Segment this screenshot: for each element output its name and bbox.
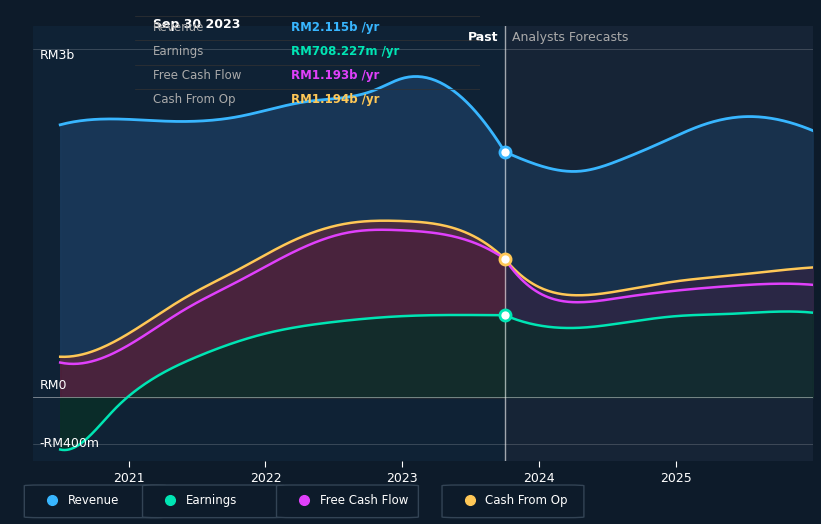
Text: -RM400m: -RM400m [39,437,99,450]
Text: Earnings: Earnings [186,494,237,507]
Text: Cash From Op: Cash From Op [153,93,235,106]
Text: Earnings: Earnings [153,45,204,58]
Text: RM708.227m /yr: RM708.227m /yr [291,45,399,58]
Bar [505,26,813,461]
Bar [33,26,505,461]
Text: RM3b: RM3b [39,49,75,62]
Text: Revenue: Revenue [67,494,119,507]
Text: Free Cash Flow: Free Cash Flow [320,494,408,507]
Text: RM1.193b /yr: RM1.193b /yr [291,69,379,82]
Text: RM0: RM0 [39,378,67,391]
Text: Past: Past [468,30,498,43]
FancyBboxPatch shape [277,485,419,518]
Text: RM1.194b /yr: RM1.194b /yr [291,93,379,106]
Text: Analysts Forecasts: Analysts Forecasts [511,30,628,43]
FancyBboxPatch shape [143,485,284,518]
FancyBboxPatch shape [442,485,584,518]
Text: Free Cash Flow: Free Cash Flow [153,69,241,82]
Text: Revenue: Revenue [153,21,204,34]
Text: Cash From Op: Cash From Op [485,494,568,507]
Text: RM2.115b /yr: RM2.115b /yr [291,21,379,34]
Text: Sep 30 2023: Sep 30 2023 [153,18,240,31]
FancyBboxPatch shape [25,485,166,518]
